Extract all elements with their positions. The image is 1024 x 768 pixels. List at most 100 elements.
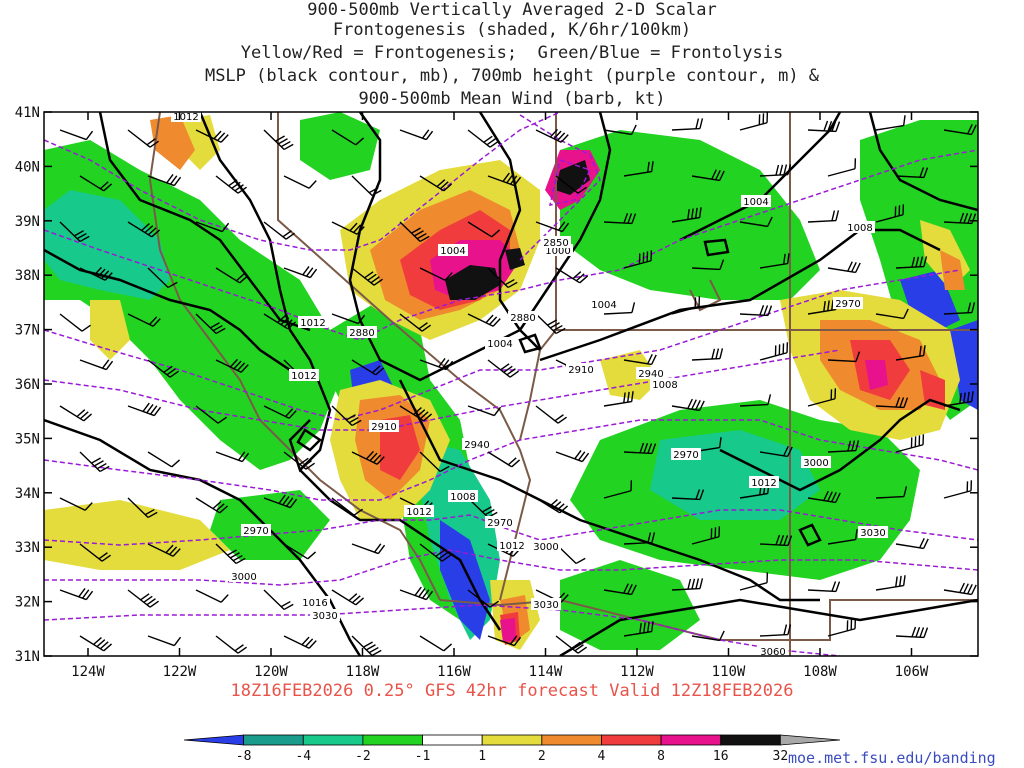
latitude-axis: 41N 40N 39N 38N 37N 36N 35N 34N 33N 32N 31N [15,105,978,665]
contour-label: 2880 [510,313,535,324]
wind-barb [399,221,430,243]
wind-barb [603,480,633,499]
wind-barb [283,543,317,560]
contour-label: 1012 [499,541,524,552]
wind-barb [603,391,634,407]
colorbar-segment [601,734,662,746]
wind-barb [739,112,769,131]
contour-label: 3000 [231,572,256,583]
wind-barb [283,175,317,189]
wind-barb [895,626,929,639]
wind-barb [147,543,181,557]
wind-barb [127,497,158,519]
wind-barb [555,635,587,654]
colorbar-segment [362,734,423,746]
colorbar-label: -8 [236,749,252,764]
contour-label: 1008 [450,492,475,503]
credit-link[interactable]: moe.met.fsu.edu/banding [788,749,996,767]
wind-barb [263,313,297,330]
contour-label: 3000 [533,542,558,553]
wind-barb [691,526,721,545]
wind-barb [759,624,792,637]
lon-label: 106W [895,664,929,680]
colorbar-segment [779,734,841,746]
wind-barb [535,221,570,233]
wind-barb [691,348,724,361]
wind-barb [759,446,793,458]
wind-barb [59,313,91,332]
contour-label: 2970 [487,518,512,529]
wind-barb [875,204,905,223]
wind-barb [487,359,519,378]
wind-barb [195,497,229,514]
wind-barb [875,575,906,591]
wind-barb [59,129,94,141]
wind-barb [603,583,637,596]
longitude-axis: 124W 122W 120W 118W 116W 114W 112W 110W 108W 106W [71,112,929,680]
wind-barb [147,267,178,289]
contour-label: 1004 [440,246,465,257]
wind-barb [351,175,382,197]
wind-barb [875,115,906,131]
colorbar-label: -2 [355,749,371,764]
contour-label: 2940 [638,369,663,380]
valid-time-text: 18Z16FEB2026 0.25° GFS 42hr forecast Val… [230,681,794,701]
wind-barb [79,451,110,473]
wind-barb [419,267,453,281]
wind-barb [59,497,93,511]
wind-barb [555,175,587,194]
wind-barb [419,543,451,562]
wind-barb [351,267,383,286]
wind-barb [399,586,434,601]
contour-label: 3030 [533,600,558,611]
contour-label: 1012 [300,318,325,329]
wind-barb [283,266,318,279]
wind-barb [215,358,249,373]
contour-label: 1012 [406,507,431,518]
contour-label: 1012 [291,371,316,382]
wind-barb [943,124,977,136]
colorbar-label: 4 [598,749,606,764]
wind-barb [739,394,772,407]
wind-barb [759,342,789,361]
wind-barb [623,250,653,269]
wind-barb [895,538,929,550]
wind-barb [195,313,226,335]
wind-barb [351,543,386,555]
wind-barb [827,261,861,274]
title-line-2: Frontogenesis (shaded, K/6hr/100km) [332,20,692,40]
wind-barb [467,313,501,327]
wind-barb [759,534,793,547]
wind-barb [671,296,701,315]
lat-label: 34N [15,486,40,502]
wind-barb [623,354,657,366]
wind-barb [467,221,501,238]
wind-barb [467,589,499,608]
wind-barb [535,128,569,143]
wind-barb [739,216,773,228]
colorbar-segment [422,734,483,746]
wind-barb [827,351,861,363]
wind-barb [79,266,113,281]
contour-label: 1016 [302,598,327,609]
wind-barb [195,589,229,603]
lon-label: 116W [437,664,471,680]
wind-barb [127,221,161,238]
wind-barb [399,313,431,332]
contour-label: 2970 [243,526,268,537]
wind-barb [147,174,182,187]
wind-barb [739,304,773,317]
wind-barb [875,396,909,409]
wind-barb [195,221,230,233]
colorbar-segment [302,734,364,746]
wind-barb [623,532,656,545]
wind-barb [487,451,521,468]
colorbar-label: 16 [713,749,729,764]
wind-barb [331,405,362,427]
contour-label: 2940 [464,440,489,451]
wind-barb [467,129,499,148]
wind-barb [739,572,769,591]
lat-label: 36N [15,377,40,393]
lon-label: 124W [71,664,105,680]
